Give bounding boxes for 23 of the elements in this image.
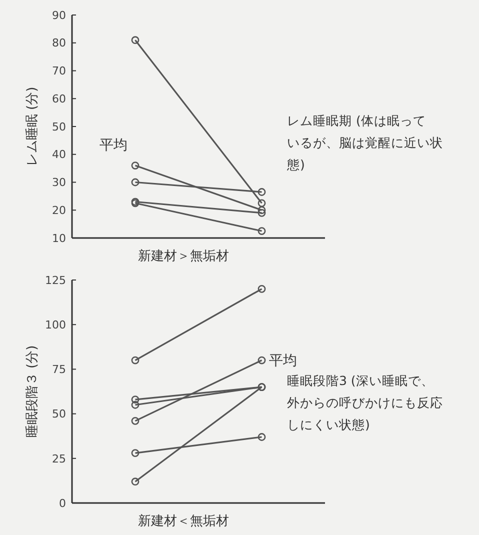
y-tick-label: 30: [52, 176, 66, 190]
y-tick-label: 50: [52, 120, 66, 134]
annotation: 睡眠段階3 (深い睡眠で、外からの呼びかけにも反応しにくい状態): [287, 373, 443, 432]
y-axis-title: レム睡眠 (分): [25, 86, 40, 166]
x-axis-title: 新建材＞無垢材: [138, 249, 229, 264]
y-tick-label: 0: [59, 496, 66, 510]
annotation: レム睡眠期 (体は眠っているが、脳は覚醒に近い状態): [286, 113, 443, 172]
y-tick-label: 50: [52, 408, 66, 421]
y-tick-label: 100: [45, 318, 66, 332]
series-label: 平均: [268, 353, 297, 370]
y-tick-label: 20: [52, 204, 66, 217]
y-tick-label: 10: [52, 232, 66, 245]
y-tick-label: 90: [52, 8, 66, 22]
y-tick-label: 40: [52, 148, 66, 162]
y-tick-label: 70: [52, 64, 66, 78]
y-tick-label: 125: [45, 274, 66, 287]
y-tick-label: 80: [52, 36, 66, 50]
x-axis-title: 新建材＜無垢材: [138, 514, 229, 529]
y-tick-label: 25: [52, 452, 66, 466]
series-label: 平均: [99, 138, 128, 154]
y-axis-title: 睡眠段階３ (分): [25, 345, 40, 438]
y-tick-label: 60: [52, 92, 66, 106]
y-tick-label: 75: [52, 363, 66, 376]
